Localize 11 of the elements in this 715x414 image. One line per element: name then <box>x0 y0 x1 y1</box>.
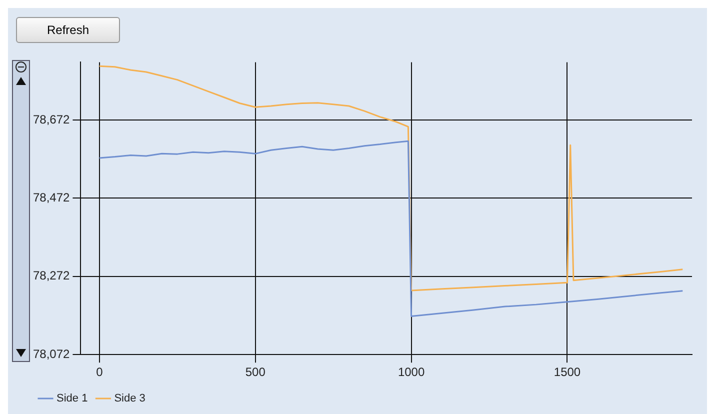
legend-label: Side 3 <box>114 392 146 405</box>
legend-label: Side 1 <box>56 392 88 405</box>
text: Refresh <box>16 17 120 43</box>
y-tick-label: 78,472 <box>33 190 70 205</box>
x-tick-label: 0 <box>96 365 104 380</box>
y-tick-label: 78,672 <box>33 112 70 126</box>
x-tick-label: 500 <box>245 365 266 380</box>
x-tick-label: 1000 <box>398 365 425 380</box>
y-tick-label: 78,072 <box>33 346 70 361</box>
x-tick-label: 1500 <box>554 365 581 380</box>
y-tick-label: 78,272 <box>33 268 70 283</box>
